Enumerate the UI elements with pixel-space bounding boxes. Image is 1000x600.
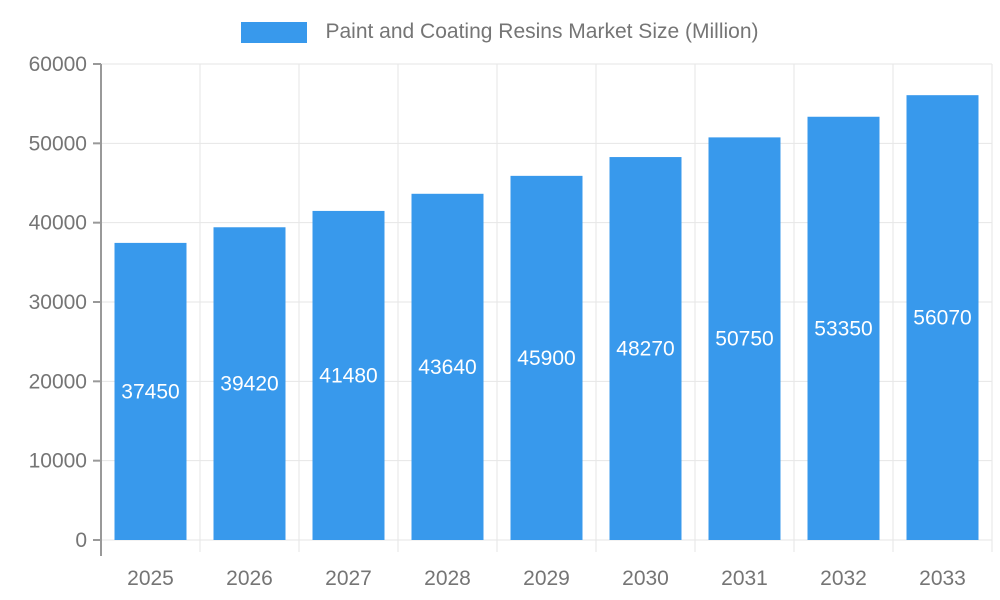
bar-value-label-2025: 37450	[121, 380, 179, 403]
bar-2025[interactable]	[114, 242, 187, 540]
bar-value-label-2033: 56070	[913, 307, 971, 330]
y-tick-label: 50000	[29, 132, 87, 155]
x-tick-label-2029: 2029	[523, 567, 570, 590]
y-tick-label: 40000	[29, 212, 87, 235]
y-tick-label: 10000	[29, 450, 87, 473]
bar-2027[interactable]	[312, 210, 385, 540]
bar-2028[interactable]	[411, 193, 484, 540]
legend-swatch-icon	[241, 21, 308, 43]
bar-value-label-2030: 48270	[616, 338, 674, 361]
x-tick-label-2026: 2026	[226, 567, 273, 590]
bar-value-label-2032: 53350	[814, 317, 872, 340]
bar-2030[interactable]	[609, 157, 682, 541]
bar-value-label-2029: 45900	[517, 347, 575, 370]
y-tick-label: 30000	[29, 291, 87, 314]
bar-2033[interactable]	[906, 95, 979, 540]
legend-item[interactable]: Paint and Coating Resins Market Size (Mi…	[241, 20, 759, 44]
x-tick-label-2025: 2025	[127, 567, 174, 590]
x-tick-label-2031: 2031	[721, 567, 768, 590]
x-tick-label-2027: 2027	[325, 567, 372, 590]
x-tick-label-2028: 2028	[424, 567, 471, 590]
bar-2026[interactable]	[213, 227, 286, 540]
bar-2032[interactable]	[807, 116, 880, 541]
bar-2031[interactable]	[708, 137, 781, 540]
bar-value-label-2031: 50750	[715, 328, 773, 351]
bar-value-label-2027: 41480	[319, 364, 377, 387]
y-tick-label: 0	[75, 529, 87, 552]
y-tick-label: 20000	[29, 370, 87, 393]
x-tick-label-2033: 2033	[919, 567, 966, 590]
bar-value-label-2026: 39420	[220, 373, 278, 396]
x-tick-label-2032: 2032	[820, 567, 867, 590]
chart-legend: Paint and Coating Resins Market Size (Mi…	[0, 18, 1000, 46]
bar-2029[interactable]	[510, 175, 583, 541]
y-tick-label: 60000	[29, 53, 87, 76]
legend-label: Paint and Coating Resins Market Size (Mi…	[325, 20, 759, 43]
x-tick-label-2030: 2030	[622, 567, 669, 590]
bar-value-label-2028: 43640	[418, 356, 476, 379]
